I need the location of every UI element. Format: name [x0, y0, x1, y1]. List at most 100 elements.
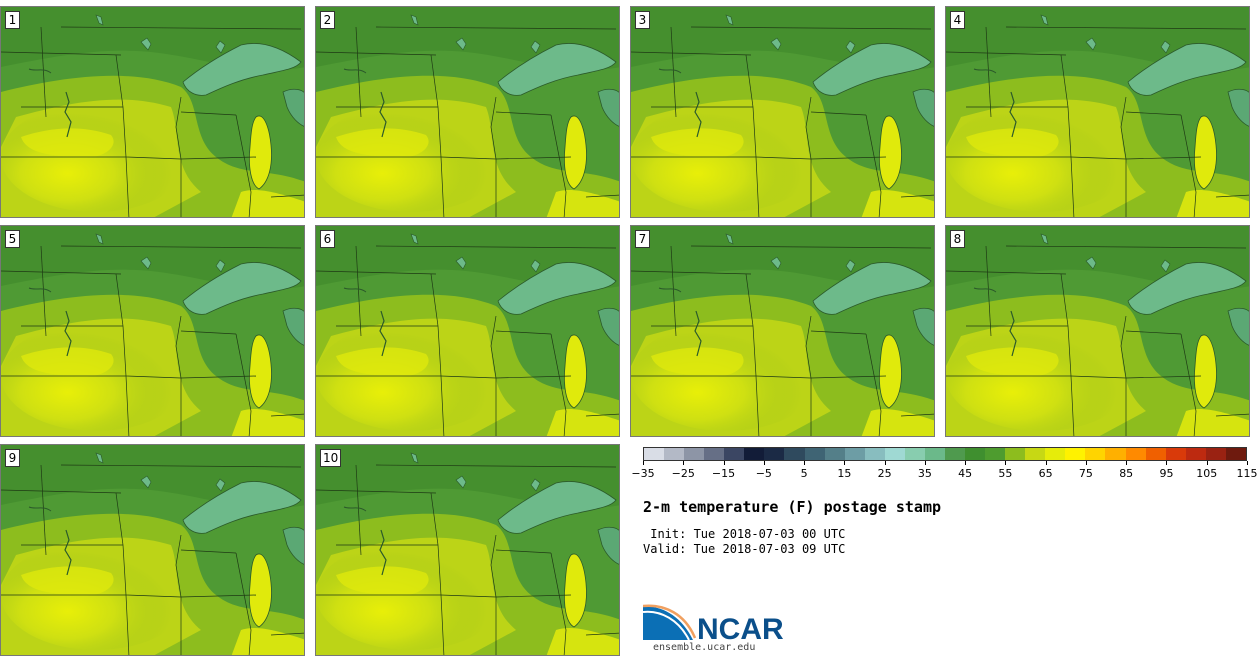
colorbar-tick: [1045, 461, 1047, 465]
ensemble-member-panel: 4: [945, 6, 1250, 218]
colorbar-tick-label: 85: [1119, 467, 1134, 480]
colorbar-tick-label: 15: [837, 467, 852, 480]
colorbar-tick: [804, 461, 806, 465]
valid-time: Valid: Tue 2018-07-03 09 UTC: [643, 542, 846, 556]
ncar-logo-text: NCAR: [697, 613, 784, 642]
colorbar-tick-label: −15: [711, 467, 736, 480]
colorbar-tick-label: −25: [671, 467, 695, 480]
colorbar-swatch: [1205, 448, 1226, 460]
ensemble-member-panel: 10: [315, 444, 620, 656]
member-number-label: 5: [5, 230, 20, 248]
colorbar-tick-label: 75: [1078, 467, 1093, 480]
colorbar-tick: [683, 461, 685, 465]
member-number-label: 1: [5, 11, 20, 29]
ensemble-member-panel: 5: [0, 225, 305, 437]
member-number-label: 8: [950, 230, 965, 248]
colorbar-swatch: [1025, 448, 1046, 460]
temperature-map: [316, 226, 619, 436]
colorbar-swatch: [944, 448, 965, 460]
colorbar-swatch: [924, 448, 945, 460]
colorbar-tick-label: 25: [877, 467, 892, 480]
colorbar-swatch: [1085, 448, 1106, 460]
colorbar-swatch: [1125, 448, 1146, 460]
ncar-url: ensemble.ucar.edu: [653, 642, 756, 653]
colorbar-swatch: [664, 448, 685, 460]
member-number-label: 3: [635, 11, 650, 29]
member-number-label: 2: [320, 11, 335, 29]
colorbar-swatch: [744, 448, 765, 460]
ensemble-member-panel: 1: [0, 6, 305, 218]
ensemble-member-panel: 3: [630, 6, 935, 218]
colorbar-swatch: [1145, 448, 1166, 460]
colorbar-tick: [924, 461, 926, 465]
colorbar-swatch: [764, 448, 785, 460]
colorbar-swatch: [1005, 448, 1026, 460]
colorbar-swatch: [824, 448, 845, 460]
colorbar-tick-label: 115: [1236, 467, 1258, 480]
temperature-map: [316, 7, 619, 217]
colorbar-swatch: [724, 448, 745, 460]
colorbar-tick: [763, 461, 765, 465]
member-number-label: 7: [635, 230, 650, 248]
ensemble-member-panel: 9: [0, 444, 305, 656]
colorbar-swatch: [844, 448, 865, 460]
colorbar-swatch: [904, 448, 925, 460]
temperature-map: [1, 445, 304, 655]
colorbar-swatch: [704, 448, 725, 460]
colorbar-swatch: [1165, 448, 1186, 460]
colorbar-tick: [884, 461, 886, 465]
colorbar-swatch: [684, 448, 705, 460]
colorbar-tick-label: −5: [755, 467, 772, 480]
ensemble-member-panel: 6: [315, 225, 620, 437]
colorbar-tick: [965, 461, 967, 465]
colorbar-tick: [1247, 461, 1248, 465]
colorbar-swatch: [1225, 448, 1246, 460]
colorbar-tick: [1126, 461, 1128, 465]
member-number-label: 6: [320, 230, 335, 248]
colorbar-swatch: [884, 448, 905, 460]
temperature-map: [316, 445, 619, 655]
colorbar-tick-label: 35: [917, 467, 932, 480]
colorbar-tick: [1206, 461, 1208, 465]
colorbar-tick: [1005, 461, 1007, 465]
colorbar-tick-label: −35: [631, 467, 655, 480]
temperature-map: [631, 7, 934, 217]
colorbar-tick-label: 95: [1159, 467, 1174, 480]
ensemble-member-panel: 7: [630, 225, 935, 437]
temperature-map: [946, 7, 1249, 217]
colorbar-swatch: [864, 448, 885, 460]
colorbar-tick-label: 45: [958, 467, 973, 480]
member-number-label: 4: [950, 11, 965, 29]
colorbar-swatch: [784, 448, 805, 460]
ensemble-member-panel: 2: [315, 6, 620, 218]
colorbar-tick-label: 105: [1196, 467, 1218, 480]
colorbar-tick: [844, 461, 846, 465]
member-number-label: 9: [5, 449, 20, 467]
colorbar-swatch: [1045, 448, 1066, 460]
colorbar-swatch: [1105, 448, 1126, 460]
colorbar-swatch: [1065, 448, 1086, 460]
temperature-map: [631, 226, 934, 436]
chart-title: 2-m temperature (F) postage stamp: [643, 498, 942, 516]
temperature-colorbar: [643, 447, 1247, 461]
temperature-map: [1, 226, 304, 436]
temperature-map: [946, 226, 1249, 436]
ensemble-member-panel: 8: [945, 225, 1250, 437]
colorbar-swatch: [644, 448, 665, 460]
ncar-logo: NCAR: [643, 604, 784, 642]
colorbar-swatch: [965, 448, 986, 460]
colorbar-swatch: [804, 448, 825, 460]
colorbar-tick: [723, 461, 725, 465]
member-number-label: 10: [320, 449, 342, 467]
colorbar-tick: [643, 461, 644, 465]
colorbar-ticks: −35 −25 −15 −5 5 15 25 35 45 55 65 75 85 95 105 115: [631, 461, 1258, 483]
colorbar-tick-label: 55: [998, 467, 1013, 480]
colorbar-tick: [1085, 461, 1087, 465]
colorbar-tick-label: 5: [800, 467, 808, 480]
colorbar-tick: [1166, 461, 1168, 465]
temperature-map: [1, 7, 304, 217]
colorbar-swatch: [985, 448, 1006, 460]
init-time: Init: Tue 2018-07-03 00 UTC: [643, 527, 846, 541]
colorbar-swatch: [1185, 448, 1206, 460]
colorbar-tick-label: 65: [1038, 467, 1053, 480]
